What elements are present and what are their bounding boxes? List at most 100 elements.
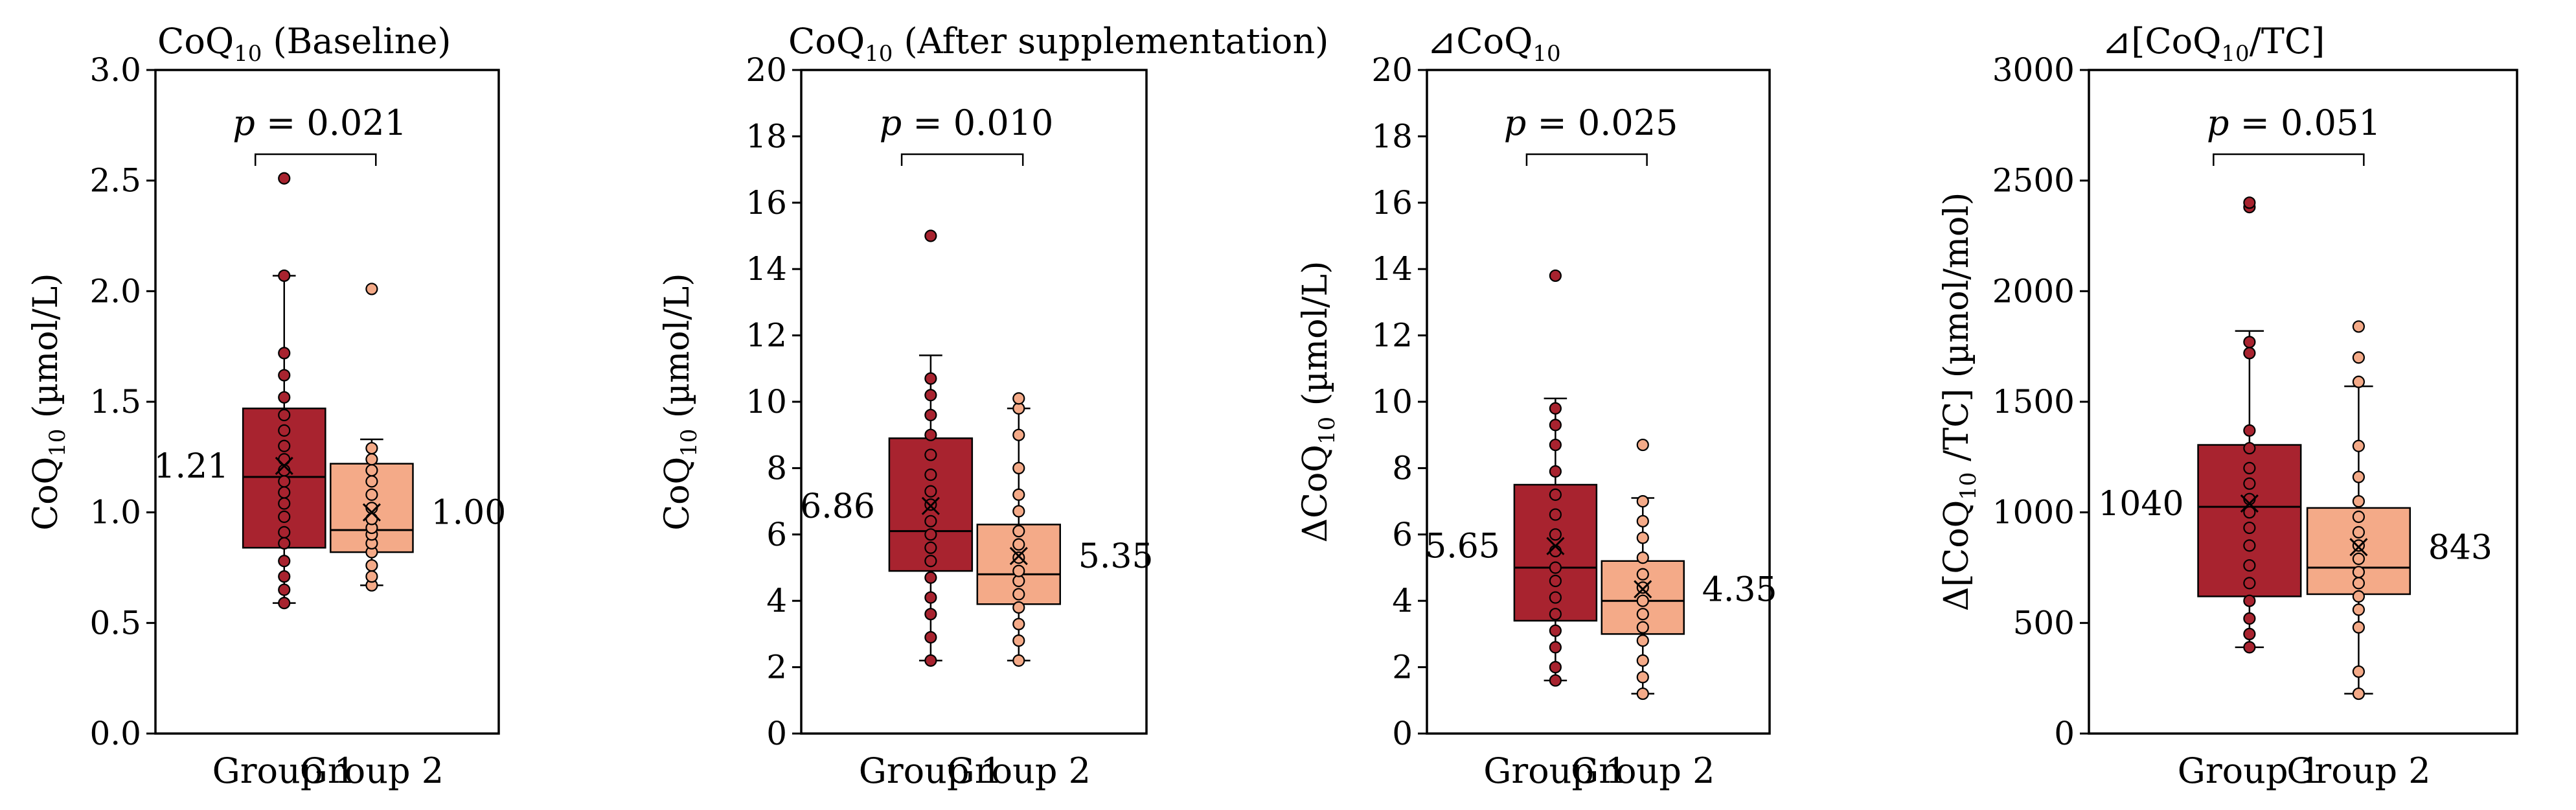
data-point	[278, 439, 291, 452]
data-point	[2352, 590, 2365, 603]
box-group-1: 6.86	[800, 229, 974, 667]
panel-3: ⊿CoQ10 0 2 4 6 8 10 12 14 16 18 20 ΔCoQ10 (µmol/L) Gr…	[1296, 21, 1777, 791]
data-point	[1549, 419, 1562, 432]
data-point	[365, 453, 378, 466]
data-point	[278, 424, 291, 437]
data-point	[365, 442, 378, 455]
data-point	[2243, 641, 2256, 654]
data-point	[2243, 627, 2256, 641]
x-category-label: Group 1	[859, 750, 1003, 791]
data-point	[1636, 515, 1649, 527]
data-point	[2352, 687, 2365, 700]
mean-marker	[1009, 547, 1028, 566]
data-point	[2352, 539, 2365, 552]
box-group-1: 5.65	[1425, 269, 1598, 687]
y-tick-label: 20	[746, 51, 787, 89]
data-point	[1549, 574, 1562, 588]
data-point	[2352, 552, 2365, 565]
data-point	[2352, 566, 2365, 579]
mean-value-label: 1.00	[431, 494, 507, 533]
data-point	[2243, 577, 2256, 590]
y-tick-label: 0	[766, 715, 787, 752]
data-point	[924, 654, 937, 667]
data-point	[278, 269, 291, 283]
data-point	[2243, 196, 2256, 209]
data-point	[1012, 505, 1025, 518]
y-tick-label: 0	[2054, 715, 2075, 752]
box-group-2: 4.35	[1601, 438, 1777, 700]
y-tick-label: 20	[1371, 51, 1413, 89]
y-tick-label: 3.0	[89, 51, 141, 89]
data-point	[278, 172, 291, 185]
data-point	[924, 389, 937, 402]
data-point	[1012, 461, 1025, 475]
panel-4: ⊿[CoQ10/TC] 0 500 1000 1500 2000 2500 3000 Δ[CoQ…	[1937, 21, 2518, 791]
data-point	[278, 408, 291, 422]
data-point	[2243, 539, 2256, 552]
y-tick-label: 2000	[1992, 272, 2075, 310]
data-point	[2243, 336, 2256, 349]
data-point	[1549, 528, 1562, 541]
data-point	[1636, 608, 1649, 621]
data-point	[1549, 641, 1562, 654]
data-point	[1012, 525, 1025, 538]
p-value-label: p = 0.010	[880, 102, 1054, 143]
box-group-1: 1.21	[154, 172, 326, 610]
data-point	[1549, 269, 1562, 283]
data-point	[1549, 402, 1562, 415]
data-point	[278, 497, 291, 510]
y-tick-label: 8	[766, 449, 787, 487]
data-point	[1549, 465, 1562, 478]
data-point	[2352, 510, 2365, 524]
y-tick-label: 1000	[1992, 494, 2075, 531]
mean-marker	[2349, 538, 2368, 557]
y-tick-label: 14	[746, 250, 787, 288]
data-point	[278, 475, 291, 488]
box-group-2: 5.35	[976, 392, 1154, 667]
mean-marker	[362, 503, 381, 522]
data-point	[365, 570, 378, 583]
y-axis-label: ΔCoQ10 (µmol/L)	[1296, 261, 1340, 543]
plot-frame	[2088, 69, 2518, 735]
data-point	[1549, 660, 1562, 674]
data-point	[1012, 634, 1025, 647]
data-point	[278, 510, 291, 524]
data-point	[924, 591, 937, 604]
data-point	[924, 555, 937, 568]
y-tick-label: 0.5	[89, 604, 141, 642]
data-point	[924, 528, 937, 541]
data-point	[924, 485, 937, 498]
panel-title: CoQ10 (After supplementation)	[788, 21, 1328, 67]
mean-value-label: 4.35	[1702, 570, 1777, 609]
data-point	[924, 448, 937, 461]
p-value-label: p = 0.051	[2207, 102, 2381, 143]
significance-bracket	[2213, 153, 2365, 166]
data-point	[2243, 506, 2256, 519]
y-axis-label: CoQ10 (µmol/L)	[27, 273, 71, 530]
mean-value-label: 1040	[2098, 485, 2183, 524]
box-group-2: 1.00	[330, 283, 507, 592]
data-point	[1636, 581, 1649, 594]
panel-title: CoQ10 (Baseline)	[157, 21, 451, 67]
data-point	[278, 583, 291, 596]
x-category-label: Group 2	[2286, 750, 2430, 791]
x-category-label: Group 1	[2178, 750, 2321, 791]
mean-value-label: 5.35	[1078, 537, 1154, 576]
data-point	[365, 488, 378, 501]
data-point	[2243, 442, 2256, 455]
data-point	[278, 555, 291, 568]
y-tick-label: 2.0	[89, 272, 141, 310]
data-point	[278, 526, 291, 538]
data-point	[1549, 561, 1562, 574]
y-tick-label: 0.0	[89, 715, 141, 752]
y-tick-label: 16	[1371, 184, 1413, 222]
mean-marker	[921, 496, 940, 515]
y-tick-label: 4	[766, 582, 787, 619]
data-point	[1636, 594, 1649, 607]
data-point	[1636, 634, 1649, 647]
p-value-label: p = 0.021	[233, 102, 407, 143]
data-point	[1549, 488, 1562, 501]
y-axis-label: Δ[CoQ10 /TC] (µmol/mol)	[1937, 192, 1981, 612]
significance-bracket	[900, 153, 1024, 166]
data-point	[278, 391, 291, 404]
